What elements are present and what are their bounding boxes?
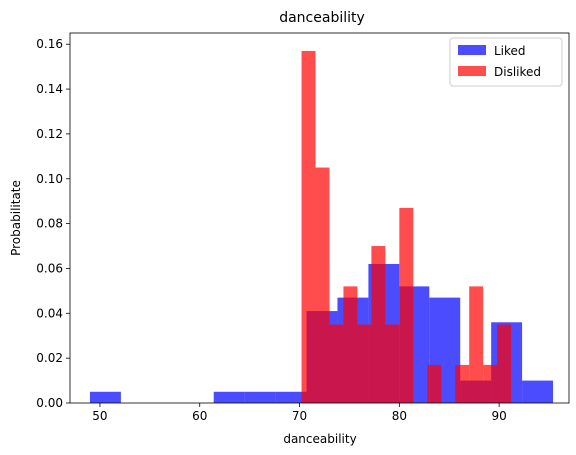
x-tick-label: 90: [491, 409, 506, 423]
disliked-bar-9: [455, 364, 470, 403]
y-tick-label: 0.10: [36, 172, 63, 186]
x-tick-label: 80: [392, 409, 407, 423]
y-tick-label: 0.00: [36, 396, 63, 410]
disliked-bar-8: [427, 364, 442, 403]
disliked-bar-4: [357, 324, 372, 403]
disliked-bar-1: [315, 167, 330, 403]
x-axis-ticks: 50 60 70 80 90: [92, 403, 507, 423]
disliked-bar-7: [399, 207, 414, 403]
legend-label-disliked: Disliked: [494, 65, 541, 79]
x-tick-label: 60: [192, 409, 207, 423]
disliked-bar-2: [329, 324, 344, 403]
disliked-bar-5: [371, 246, 386, 403]
y-tick-label: 0.06: [36, 261, 63, 275]
disliked-bar-0: [301, 50, 316, 403]
liked-bar-11: [522, 380, 554, 403]
chart-title: danceability: [279, 10, 365, 26]
y-tick-label: 0.04: [36, 306, 63, 320]
disliked-bar-3: [343, 286, 358, 403]
legend-swatch-disliked: [458, 66, 486, 76]
y-axis-label: Probabilitate: [9, 180, 23, 256]
y-tick-label: 0.02: [36, 351, 63, 365]
x-tick-label: 50: [92, 409, 107, 423]
legend: Liked Disliked: [449, 37, 563, 87]
x-tick-label: 70: [292, 409, 307, 423]
y-tick-label: 0.08: [36, 217, 63, 231]
liked-bar-1: [213, 391, 245, 403]
y-tick-label: 0.16: [36, 37, 63, 51]
legend-label-liked: Liked: [494, 44, 526, 58]
liked-bar-0: [89, 391, 121, 403]
y-axis-ticks: 0.00 0.02 0.04 0.06 0.08 0.10 0.12 0.14 0.16: [36, 37, 70, 410]
disliked-bar-11: [483, 364, 498, 403]
disliked-bar-12: [497, 324, 512, 403]
x-axis-label: danceability: [283, 432, 356, 446]
disliked-bar-6: [385, 324, 400, 403]
bars-layer: [89, 50, 554, 403]
legend-swatch-liked: [458, 45, 486, 55]
liked-bar-3: [275, 391, 307, 403]
disliked-bar-10: [469, 286, 484, 403]
plot-frame: [69, 32, 570, 404]
y-tick-label: 0.12: [36, 127, 63, 141]
y-tick-label: 0.14: [36, 82, 63, 96]
liked-bar-2: [244, 391, 276, 403]
